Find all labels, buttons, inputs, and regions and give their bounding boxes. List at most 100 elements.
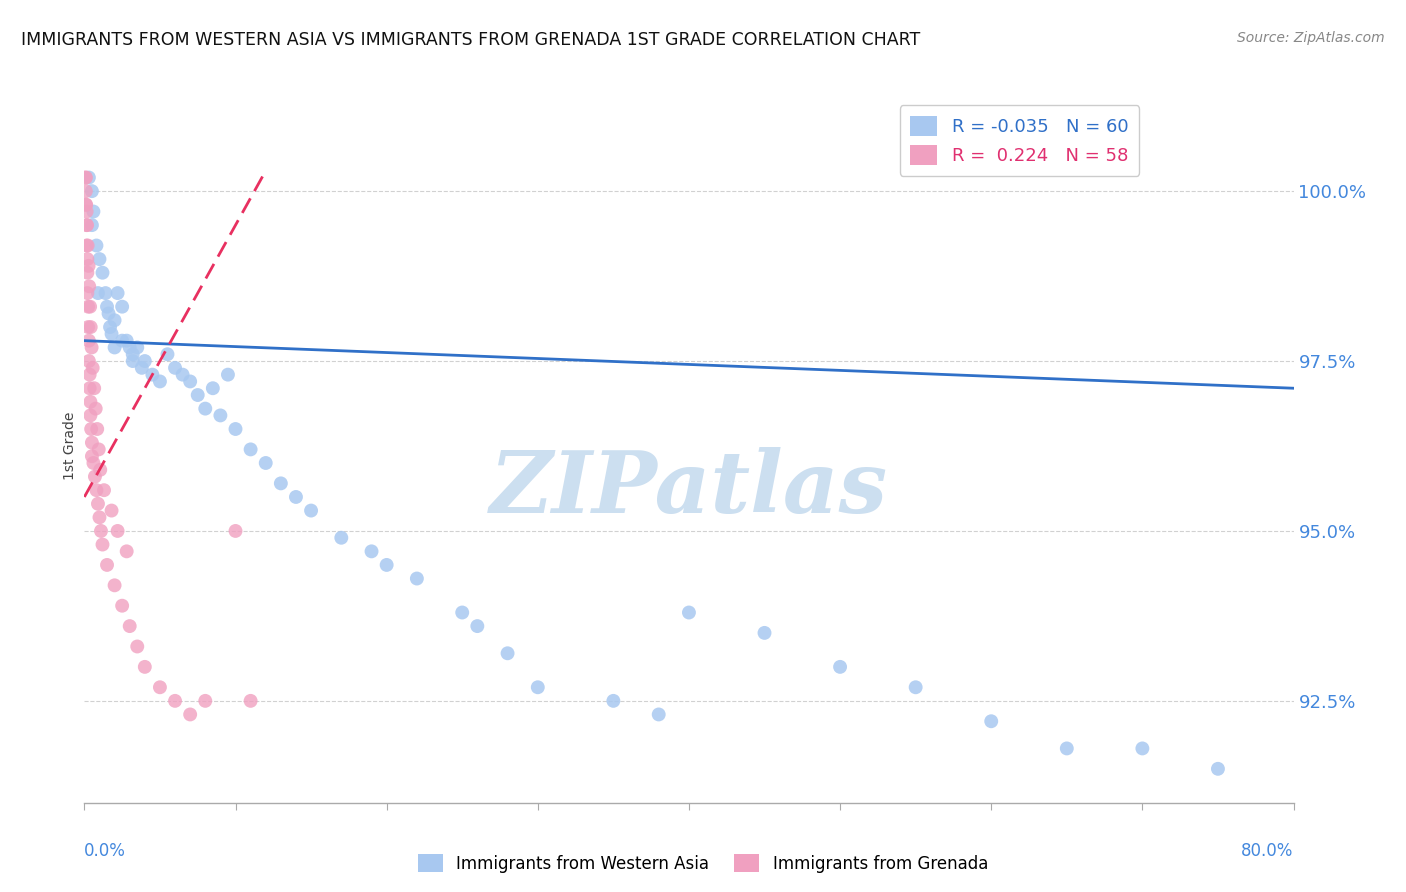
Point [172, 368, 194, 382]
Point [602, 694, 624, 708]
Point [80, 320, 103, 334]
Point [187, 388, 209, 402]
Point [76, 252, 98, 266]
Point [678, 606, 700, 620]
Point [1130, 741, 1153, 756]
Point [82, 204, 104, 219]
Point [239, 694, 262, 708]
Point [96, 558, 118, 572]
Point [127, 341, 149, 355]
Point [86, 422, 108, 436]
Point [80, 422, 103, 436]
Point [94, 286, 117, 301]
Point [77, 354, 100, 368]
Point [115, 334, 138, 348]
Point [179, 707, 201, 722]
Point [76, 266, 98, 280]
Point [91, 537, 114, 551]
Point [217, 368, 239, 382]
Point [80, 184, 103, 198]
Point [87, 497, 110, 511]
Point [83, 381, 105, 395]
Point [75, 184, 97, 198]
Point [98, 320, 121, 334]
Point [76, 218, 98, 232]
Point [89, 463, 111, 477]
Point [86, 238, 108, 252]
Point [118, 619, 141, 633]
Point [76, 238, 98, 252]
Point [75, 198, 97, 212]
Text: Source: ZipAtlas.com: Source: ZipAtlas.com [1237, 31, 1385, 45]
Point [111, 334, 134, 348]
Point [225, 524, 247, 538]
Legend: R = -0.035   N = 60, R =  0.224   N = 58: R = -0.035 N = 60, R = 0.224 N = 58 [900, 105, 1139, 176]
Legend: Immigrants from Western Asia, Immigrants from Grenada: Immigrants from Western Asia, Immigrants… [412, 847, 994, 880]
Point [121, 354, 143, 368]
Point [451, 606, 474, 620]
Point [270, 476, 292, 491]
Point [121, 347, 143, 361]
Point [79, 300, 101, 314]
Point [239, 442, 262, 457]
Point [77, 300, 100, 314]
Point [107, 286, 129, 301]
Point [79, 368, 101, 382]
Point [647, 707, 671, 722]
Point [141, 368, 163, 382]
Point [1056, 741, 1078, 756]
Point [87, 286, 110, 301]
Point [830, 660, 852, 674]
Point [527, 680, 550, 694]
Point [201, 381, 224, 395]
Point [77, 279, 100, 293]
Point [496, 646, 519, 660]
Text: 80.0%: 80.0% [1241, 842, 1294, 860]
Point [76, 286, 98, 301]
Point [284, 490, 308, 504]
Point [75, 170, 97, 185]
Point [90, 524, 112, 538]
Point [96, 300, 118, 314]
Point [299, 503, 322, 517]
Point [406, 572, 429, 586]
Point [77, 334, 100, 348]
Point [91, 266, 114, 280]
Point [76, 204, 98, 219]
Point [76, 238, 98, 252]
Point [330, 531, 353, 545]
Point [77, 170, 100, 185]
Point [104, 578, 127, 592]
Point [254, 456, 277, 470]
Point [156, 347, 179, 361]
Point [904, 680, 927, 694]
Text: IMMIGRANTS FROM WESTERN ASIA VS IMMIGRANTS FROM GRENADA 1ST GRADE CORRELATION CH: IMMIGRANTS FROM WESTERN ASIA VS IMMIGRAN… [21, 31, 921, 49]
Point [97, 306, 120, 320]
Point [111, 300, 134, 314]
Point [77, 259, 100, 273]
Y-axis label: 1st Grade: 1st Grade [63, 412, 77, 480]
Point [80, 449, 103, 463]
Point [467, 619, 489, 633]
Point [80, 218, 103, 232]
Point [134, 354, 156, 368]
Point [165, 360, 187, 375]
Point [149, 680, 172, 694]
Point [375, 558, 398, 572]
Point [84, 469, 107, 483]
Text: 0.0%: 0.0% [84, 842, 127, 860]
Point [86, 483, 108, 498]
Point [75, 198, 97, 212]
Point [165, 694, 187, 708]
Point [1206, 762, 1229, 776]
Point [79, 394, 101, 409]
Point [209, 409, 232, 423]
Point [107, 524, 129, 538]
Point [80, 341, 103, 355]
Point [754, 626, 776, 640]
Point [93, 483, 115, 498]
Point [134, 660, 156, 674]
Point [104, 313, 127, 327]
Point [115, 544, 138, 558]
Point [179, 375, 201, 389]
